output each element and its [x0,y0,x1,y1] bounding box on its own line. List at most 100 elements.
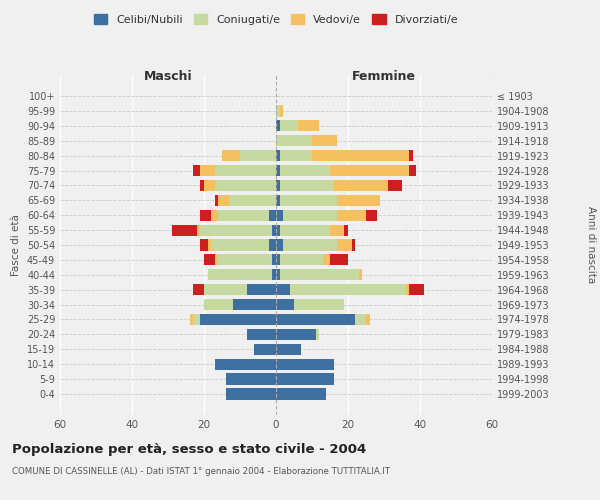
Bar [276,314,355,325]
Bar [204,180,215,191]
Bar [200,240,208,250]
Bar [355,314,366,325]
Bar [409,165,416,176]
Bar [204,254,215,266]
Bar [276,254,280,266]
Bar [276,210,283,221]
Bar [280,165,330,176]
Bar [211,210,218,221]
Bar [280,269,359,280]
Bar [211,240,269,250]
Bar [193,165,200,176]
Bar [276,135,312,146]
Bar [280,106,283,117]
Bar [208,269,272,280]
Bar [323,254,330,266]
Bar [200,224,272,235]
Bar [269,210,276,221]
Bar [218,254,272,266]
Text: Popolazione per età, sesso e stato civile - 2004: Popolazione per età, sesso e stato civil… [12,442,366,456]
Bar [200,314,276,325]
Bar [352,240,355,250]
Bar [215,194,218,206]
Legend: Celibi/Nubili, Coniugati/e, Vedovi/e, Divorziati/e: Celibi/Nubili, Coniugati/e, Vedovi/e, Di… [91,10,461,28]
Bar [276,240,283,250]
Bar [240,150,276,161]
Bar [276,224,280,235]
Bar [280,224,330,235]
Bar [409,284,424,296]
Bar [330,165,409,176]
Bar [312,135,337,146]
Bar [330,224,344,235]
Text: Femmine: Femmine [352,70,416,82]
Bar [200,165,215,176]
Bar [359,269,362,280]
Bar [272,269,276,280]
Bar [215,358,276,370]
Bar [215,180,276,191]
Bar [200,180,204,191]
Bar [215,165,276,176]
Bar [272,224,276,235]
Bar [337,194,380,206]
Bar [388,180,402,191]
Bar [276,344,301,355]
Bar [193,284,204,296]
Bar [226,374,276,384]
Bar [204,284,247,296]
Text: Maschi: Maschi [143,70,193,82]
Bar [283,210,337,221]
Bar [226,388,276,400]
Bar [222,150,240,161]
Bar [283,240,337,250]
Bar [280,120,298,132]
Bar [337,210,366,221]
Bar [233,299,276,310]
Bar [366,314,370,325]
Bar [276,329,316,340]
Bar [247,329,276,340]
Bar [190,314,193,325]
Bar [280,194,337,206]
Bar [280,180,334,191]
Bar [334,180,388,191]
Bar [276,269,280,280]
Bar [276,284,290,296]
Bar [254,344,276,355]
Bar [247,284,276,296]
Bar [312,150,409,161]
Bar [208,240,211,250]
Bar [229,194,276,206]
Bar [316,329,319,340]
Bar [280,254,323,266]
Bar [276,388,326,400]
Bar [218,194,229,206]
Bar [276,358,334,370]
Bar [200,210,211,221]
Bar [276,150,280,161]
Bar [172,224,197,235]
Bar [204,299,233,310]
Bar [276,120,280,132]
Bar [294,299,344,310]
Bar [406,284,409,296]
Bar [276,106,280,117]
Bar [218,210,269,221]
Bar [409,150,413,161]
Bar [197,224,200,235]
Bar [276,299,294,310]
Bar [276,374,334,384]
Bar [337,240,352,250]
Bar [193,314,200,325]
Text: COMUNE DI CASSINELLE (AL) - Dati ISTAT 1° gennaio 2004 - Elaborazione TUTTITALIA: COMUNE DI CASSINELLE (AL) - Dati ISTAT 1… [12,468,390,476]
Bar [276,194,280,206]
Bar [215,254,218,266]
Bar [272,254,276,266]
Bar [276,165,280,176]
Bar [330,254,348,266]
Y-axis label: Fasce di età: Fasce di età [11,214,21,276]
Bar [290,284,406,296]
Bar [344,224,348,235]
Text: Anni di nascita: Anni di nascita [586,206,596,284]
